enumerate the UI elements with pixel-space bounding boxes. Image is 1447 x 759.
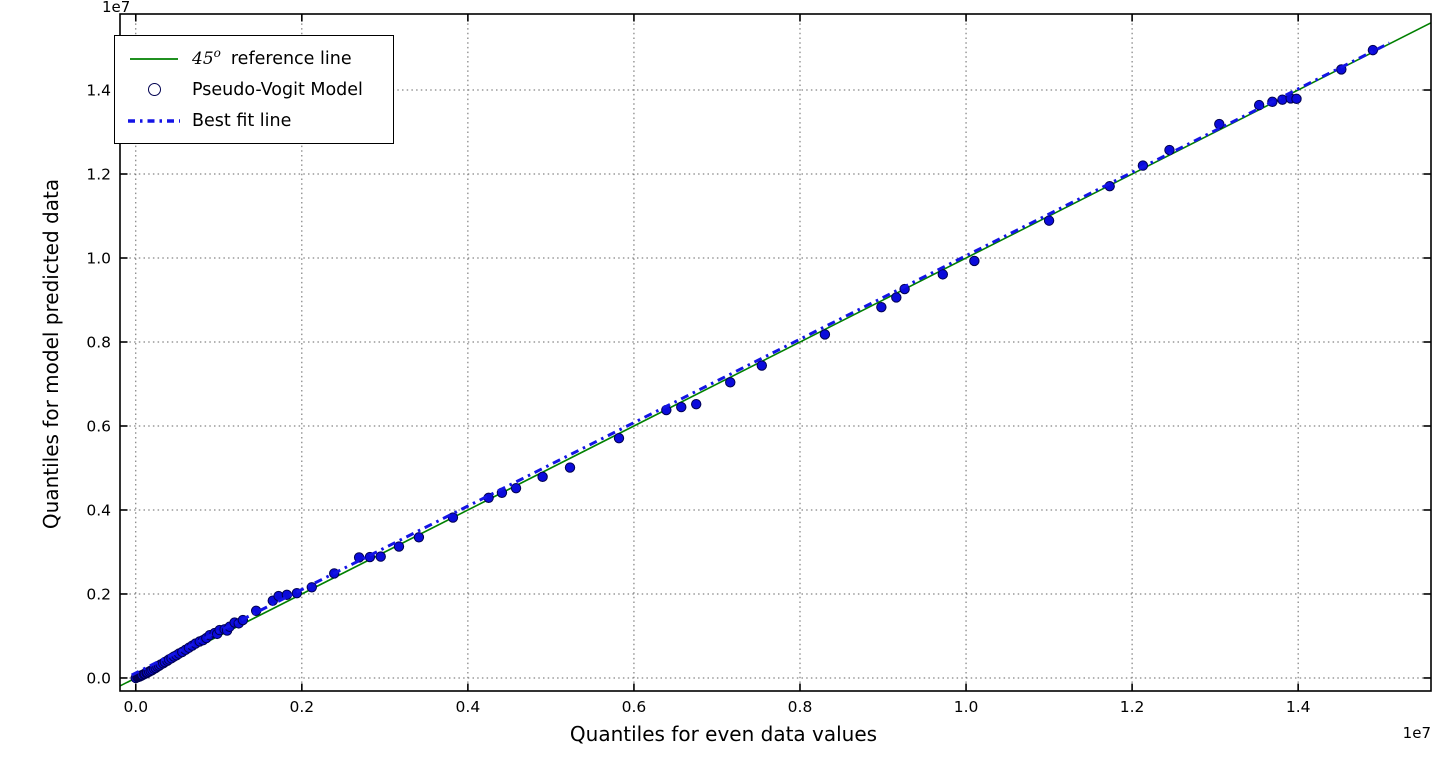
x-tick-label: 1.2 <box>1120 698 1145 716</box>
y-tick-labels: 0.0 0.2 0.4 0.6 0.8 1.0 1.2 1.4 <box>86 82 111 688</box>
scatter-point <box>564 462 576 473</box>
x-tick-label: 1.4 <box>1286 698 1311 716</box>
scatter-point <box>1164 144 1175 156</box>
x-tick-label: 1.0 <box>954 698 979 716</box>
x-tick-label: 0.4 <box>456 698 481 716</box>
scatter-point <box>375 551 386 562</box>
y-tick-label: 0.0 <box>86 669 111 687</box>
reference-line-swatch-icon <box>123 56 185 62</box>
y-tick-label: 1.4 <box>86 82 111 100</box>
scatter-point <box>306 582 317 593</box>
scatter-point <box>725 377 736 388</box>
y-tick-label: 1.0 <box>86 250 111 268</box>
best-fit-swatch-icon <box>123 117 185 125</box>
x-axis-offset-multiplier: 1e7 <box>1402 724 1431 742</box>
y-axis-label: Quantiles for model predicted data <box>39 178 63 530</box>
x-tick-label: 0.2 <box>290 698 315 716</box>
scatter-point <box>676 401 687 413</box>
scatter-point <box>691 398 702 410</box>
y-tick-label: 1.2 <box>86 166 111 184</box>
scatter-point <box>1214 118 1225 130</box>
x-axis-label: Quantiles for even data values <box>569 722 878 746</box>
legend-item-reference-line: 45o reference line <box>123 43 383 74</box>
dashdot-line-icon <box>128 118 180 123</box>
scatter-point <box>756 360 768 371</box>
best-fit-line <box>130 41 1391 677</box>
plot-frame <box>119 13 1432 692</box>
x-tick-label: 0.0 <box>123 698 148 716</box>
y-tick-label: 0.2 <box>86 585 111 603</box>
scatter-point <box>1043 215 1055 226</box>
y-tick-label: 0.4 <box>86 501 111 519</box>
model-marker-swatch-icon <box>123 83 185 96</box>
x-tick-label: 0.6 <box>622 698 647 716</box>
scatter-point <box>537 471 548 483</box>
legend-degree-superscript: o <box>213 45 221 60</box>
legend-label-model: Pseudo-Vogit Model <box>192 79 363 100</box>
legend-label-best-fit: Best fit line <box>192 110 292 131</box>
blue-dot-icon <box>147 83 161 96</box>
legend-item-best-fit: Best fit line <box>123 105 383 136</box>
scatter-point <box>937 269 948 280</box>
tick-marks <box>120 14 1431 691</box>
legend: 45o reference line Pseudo-Vogit Model Bes… <box>114 35 394 144</box>
x-tick-labels: 0.0 0.2 0.4 0.6 0.8 1.0 1.2 1.4 <box>123 698 1310 716</box>
scatter-point <box>876 301 887 313</box>
scatter-point <box>819 329 831 340</box>
scatter-point <box>413 532 425 543</box>
legend-45-number: 45 <box>192 48 214 69</box>
scatter-point <box>250 605 262 616</box>
scatter-point <box>613 432 625 444</box>
legend-item-model-points: Pseudo-Vogit Model <box>123 74 383 105</box>
scatter-point <box>510 482 522 494</box>
y-tick-label: 0.8 <box>86 334 111 352</box>
green-line-icon <box>130 57 178 60</box>
scatter-point <box>969 255 980 267</box>
scatter-point <box>1367 44 1379 56</box>
scatter-point <box>393 541 405 552</box>
scatter-point <box>891 292 902 303</box>
y-axis-offset-multiplier: 1e7 <box>102 0 131 16</box>
legend-label-reference-line: 45o reference line <box>192 45 352 69</box>
legend-reference-line-text: reference line <box>230 48 352 69</box>
y-tick-label: 0.6 <box>86 417 111 435</box>
scatter-point <box>1291 93 1302 105</box>
x-tick-label: 0.8 <box>788 698 813 716</box>
